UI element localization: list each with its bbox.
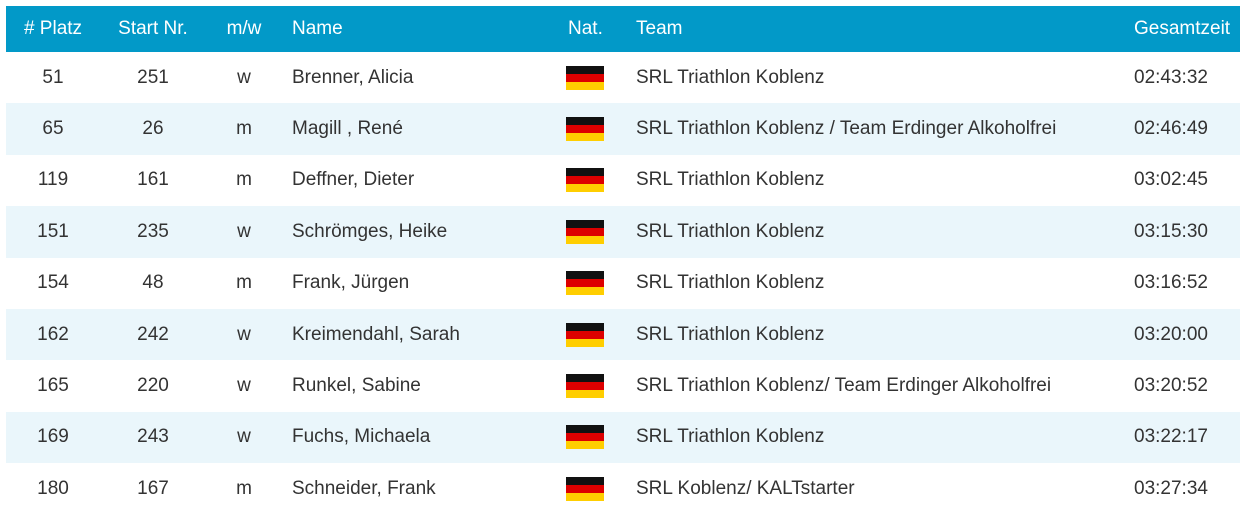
table-row[interactable]: 169 243 w Fuchs, Michaela SRL Triathlon …	[6, 411, 1240, 464]
germany-flag-icon	[566, 425, 604, 450]
name-cell[interactable]: Deffner, Dieter	[292, 169, 415, 191]
gesamtzeit-cell: 03:20:00	[1134, 323, 1208, 345]
nat-cell	[552, 309, 624, 360]
platz-cell: 169	[37, 426, 69, 448]
mw-cell: m	[236, 477, 252, 499]
table-header-row: # Platz Start Nr. m/w Name Nat. Team Ges…	[6, 6, 1240, 52]
mw-cell: w	[237, 220, 251, 242]
name-cell[interactable]: Brenner, Alicia	[292, 66, 414, 88]
gesamtzeit-cell: 03:02:45	[1134, 169, 1208, 191]
team-cell: SRL Triathlon Koblenz / Team Erdinger Al…	[636, 118, 1057, 140]
header-start-nr[interactable]: Start Nr.	[118, 18, 188, 39]
start-nr-cell: 220	[137, 375, 169, 397]
nat-cell	[552, 103, 624, 154]
mw-cell: w	[237, 426, 251, 448]
germany-flag-icon	[566, 271, 604, 296]
gesamtzeit-cell: 03:22:17	[1134, 426, 1208, 448]
platz-cell: 119	[37, 169, 69, 191]
mw-cell: w	[237, 375, 251, 397]
platz-cell: 180	[37, 477, 69, 499]
team-cell: SRL Triathlon Koblenz	[636, 272, 825, 294]
start-nr-cell: 48	[142, 272, 164, 294]
start-nr-cell: 167	[137, 477, 169, 499]
table-row[interactable]: 165 220 w Runkel, Sabine SRL Triathlon K…	[6, 360, 1240, 411]
germany-flag-icon	[566, 219, 604, 244]
germany-flag-icon	[566, 117, 604, 142]
results-table: # Platz Start Nr. m/w Name Nat. Team Ges…	[6, 6, 1240, 506]
start-nr-cell: 26	[142, 118, 164, 140]
table-row[interactable]: 151 235 w Schrömges, Heike SRL Triathlon…	[6, 206, 1240, 258]
table-row[interactable]: 51 251 w Brenner, Alicia SRL Triathlon K…	[6, 52, 1240, 103]
header-gesamtzeit[interactable]: Gesamtzeit	[1134, 18, 1231, 39]
name-cell[interactable]: Schrömges, Heike	[292, 220, 448, 242]
header-name[interactable]: Name	[292, 18, 343, 39]
name-cell[interactable]: Frank, Jürgen	[292, 272, 410, 294]
nat-cell	[552, 360, 624, 411]
start-nr-cell: 235	[137, 220, 169, 242]
start-nr-cell: 161	[137, 169, 169, 191]
mw-cell: m	[236, 272, 252, 294]
start-nr-cell: 242	[137, 323, 169, 345]
platz-cell: 162	[37, 323, 69, 345]
gesamtzeit-cell: 02:46:49	[1134, 118, 1208, 140]
name-cell[interactable]: Magill , René	[292, 118, 403, 140]
team-cell: SRL Triathlon Koblenz	[636, 323, 825, 345]
team-cell: SRL Koblenz/ KALTstarter	[636, 477, 855, 499]
table-row[interactable]: 180 167 m Schneider, Frank SRL Koblenz/ …	[6, 463, 1240, 506]
mw-cell: m	[236, 118, 252, 140]
team-cell: SRL Triathlon Koblenz	[636, 426, 825, 448]
gesamtzeit-cell: 03:15:30	[1134, 220, 1208, 242]
mw-cell: m	[236, 169, 252, 191]
germany-flag-icon	[566, 65, 604, 90]
nat-cell	[552, 463, 624, 506]
nat-cell	[552, 258, 624, 309]
germany-flag-icon	[566, 374, 604, 399]
table-row[interactable]: 162 242 w Kreimendahl, Sarah SRL Triathl…	[6, 308, 1240, 361]
platz-cell: 154	[37, 272, 69, 294]
platz-cell: 151	[37, 220, 69, 242]
start-nr-cell: 251	[137, 66, 169, 88]
team-cell: SRL Triathlon Koblenz/ Team Erdinger Alk…	[636, 375, 1052, 397]
name-cell[interactable]: Runkel, Sabine	[292, 375, 421, 397]
name-cell[interactable]: Fuchs, Michaela	[292, 426, 431, 448]
table-row[interactable]: 119 161 m Deffner, Dieter SRL Triathlon …	[6, 155, 1240, 206]
nat-cell	[552, 155, 624, 206]
gesamtzeit-cell: 02:43:32	[1134, 66, 1208, 88]
gesamtzeit-cell: 03:20:52	[1134, 375, 1208, 397]
header-team[interactable]: Team	[636, 18, 683, 39]
mw-cell: w	[237, 66, 251, 88]
platz-cell: 65	[42, 118, 64, 140]
table-row[interactable]: 154 48 m Frank, Jürgen SRL Triathlon Kob…	[6, 258, 1240, 309]
germany-flag-icon	[566, 322, 604, 347]
platz-cell: 51	[42, 66, 64, 88]
nat-cell	[552, 52, 624, 103]
germany-flag-icon	[566, 168, 604, 193]
header-platz[interactable]: # Platz	[23, 18, 83, 39]
mw-cell: w	[237, 323, 251, 345]
platz-cell: 165	[37, 375, 69, 397]
gesamtzeit-cell: 03:27:34	[1134, 477, 1208, 499]
team-cell: SRL Triathlon Koblenz	[636, 66, 825, 88]
name-cell[interactable]: Schneider, Frank	[292, 477, 436, 499]
name-cell[interactable]: Kreimendahl, Sarah	[292, 323, 460, 345]
team-cell: SRL Triathlon Koblenz	[636, 169, 825, 191]
team-cell: SRL Triathlon Koblenz	[636, 220, 825, 242]
header-mw[interactable]: m/w	[226, 18, 262, 39]
gesamtzeit-cell: 03:16:52	[1134, 272, 1208, 294]
table-row[interactable]: 65 26 m Magill , René SRL Triathlon Kobl…	[6, 103, 1240, 155]
start-nr-cell: 243	[137, 426, 169, 448]
nat-cell	[552, 412, 624, 463]
header-nat[interactable]: Nat.	[568, 18, 603, 39]
germany-flag-icon	[566, 476, 604, 501]
nat-cell	[552, 206, 624, 257]
